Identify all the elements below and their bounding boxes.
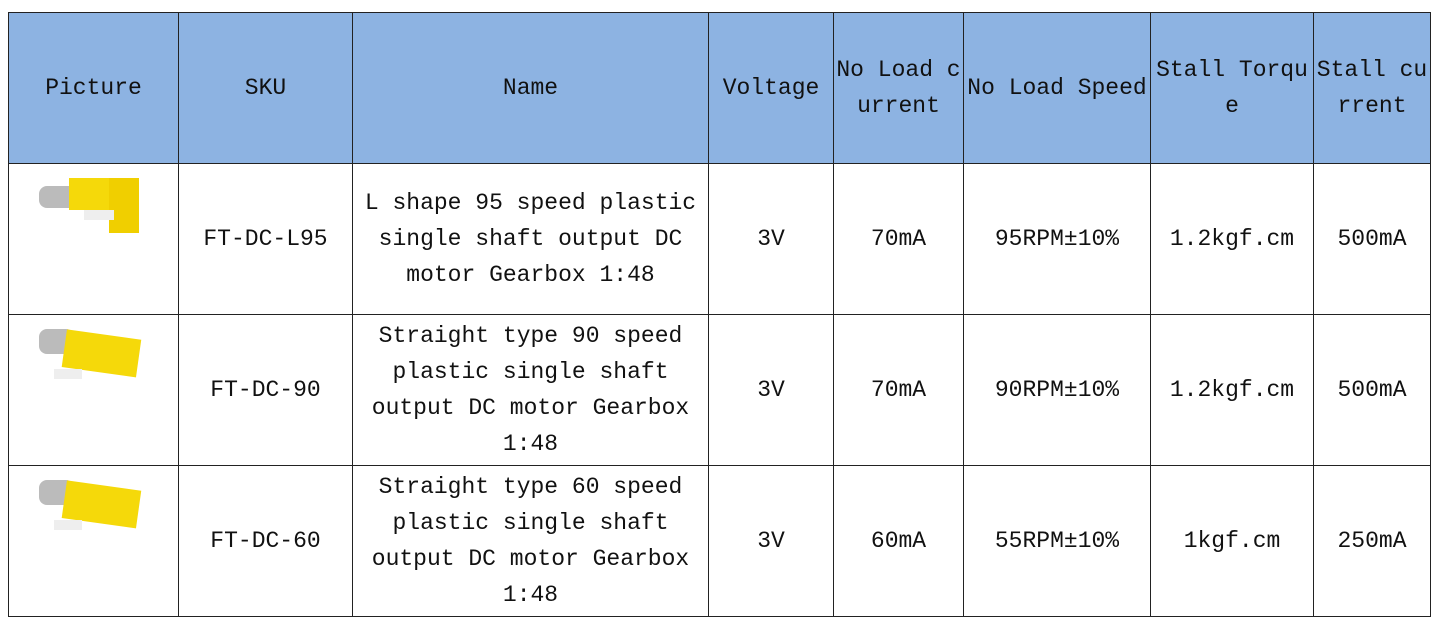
header-cell: Stall Torque [1151, 13, 1314, 164]
data-cell: 3V [709, 164, 834, 315]
data-cell: 3V [709, 315, 834, 466]
header-cell: No Load current [834, 13, 964, 164]
name-cell: L shape 95 speed plastic single shaft ou… [353, 164, 709, 315]
data-cell: 3V [709, 466, 834, 617]
data-cell: 95RPM±10% [964, 164, 1151, 315]
page: PictureSKUNameVoltageNo Load currentNo L… [0, 0, 1445, 617]
data-cell: 70mA [834, 315, 964, 466]
motor-image [29, 168, 159, 248]
header-cell: Voltage [709, 13, 834, 164]
header-cell: No Load Speed [964, 13, 1151, 164]
data-cell: 70mA [834, 164, 964, 315]
name-cell: Straight type 90 speed plastic single sh… [353, 315, 709, 466]
header-cell: Name [353, 13, 709, 164]
picture-cell [9, 164, 179, 315]
data-cell: 500mA [1314, 315, 1431, 466]
header-cell: Stall current [1314, 13, 1431, 164]
picture-cell [9, 466, 179, 617]
data-cell: FT-DC-60 [179, 466, 353, 617]
picture-cell [9, 315, 179, 466]
name-cell: Straight type 60 speed plastic single sh… [353, 466, 709, 617]
data-cell: FT-DC-90 [179, 315, 353, 466]
header-cell: Picture [9, 13, 179, 164]
data-cell: 60mA [834, 466, 964, 617]
data-cell: 1.2kgf.cm [1151, 164, 1314, 315]
data-cell: 500mA [1314, 164, 1431, 315]
data-cell: 1.2kgf.cm [1151, 315, 1314, 466]
data-cell: 250mA [1314, 466, 1431, 617]
header-cell: SKU [179, 13, 353, 164]
data-cell: 90RPM±10% [964, 315, 1151, 466]
data-cell: FT-DC-L95 [179, 164, 353, 315]
motor-image [29, 470, 159, 550]
data-cell: 1kgf.cm [1151, 466, 1314, 617]
motor-image [29, 319, 159, 399]
data-cell: 55RPM±10% [964, 466, 1151, 617]
